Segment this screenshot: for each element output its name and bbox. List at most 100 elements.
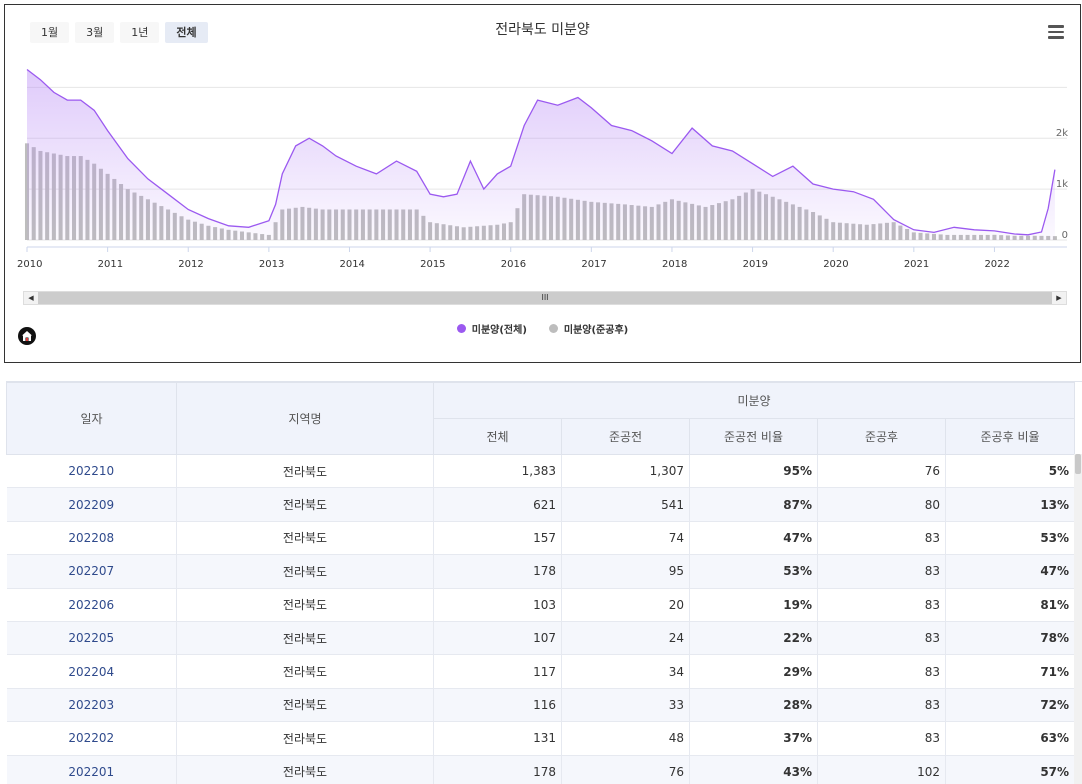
hamburger-menu-icon[interactable] <box>1048 25 1064 39</box>
y-tick-label: 1k <box>1056 179 1068 190</box>
table-vertical-scrollbar[interactable] <box>1074 454 1082 784</box>
cell-before: 1,307 <box>561 454 690 489</box>
y-tick-label: 0 <box>1062 230 1068 241</box>
cell-total: 107 <box>433 621 562 656</box>
cell-before: 76 <box>561 755 690 784</box>
cell-date: 202203 <box>6 688 177 723</box>
table-row[interactable]: 202205 전라북도 107 24 22% 83 78% <box>6 621 1076 656</box>
cell-after: 76 <box>817 454 946 489</box>
table-row[interactable]: 202203 전라북도 116 33 28% 83 72% <box>6 688 1076 723</box>
header-region[interactable]: 지역명 <box>176 382 434 455</box>
cell-before: 20 <box>561 588 690 622</box>
cell-region: 전라북도 <box>176 588 434 622</box>
header-after-ratio[interactable]: 준공후 비율 <box>944 418 1076 455</box>
x-tick-label: 2017 <box>581 259 606 270</box>
cell-date: 202210 <box>6 454 177 489</box>
table-row[interactable]: 202210 전라북도 1,383 1,307 95% 76 5% <box>6 454 1076 489</box>
header-before-ratio[interactable]: 준공전 비율 <box>689 418 818 455</box>
cell-after: 83 <box>817 688 946 723</box>
scrollbar-thumb[interactable]: III <box>38 292 1052 304</box>
legend-dot-total <box>456 324 466 333</box>
cell-date: 202201 <box>6 755 177 784</box>
cell-after: 83 <box>817 554 946 589</box>
range-button-3m[interactable]: 3월 <box>75 22 115 43</box>
range-button-1m[interactable]: 1월 <box>30 22 70 43</box>
range-button-all[interactable]: 전체 <box>165 22 208 43</box>
scroll-right-arrow-icon[interactable]: ▶ <box>1052 292 1066 304</box>
cell-region: 전라북도 <box>176 487 434 522</box>
cell-after: 83 <box>817 621 946 656</box>
cell-after-ratio: 63% <box>945 721 1076 756</box>
cell-total: 621 <box>433 487 562 522</box>
table-row[interactable]: 202207 전라북도 178 95 53% 83 47% <box>6 554 1076 589</box>
cell-after: 83 <box>817 721 946 756</box>
legend-label-after: 미분양(준공후) <box>563 325 629 336</box>
range-button-1y[interactable]: 1년 <box>120 22 160 43</box>
cell-after-ratio: 5% <box>945 454 1076 489</box>
table-row[interactable]: 202202 전라북도 131 48 37% 83 63% <box>6 721 1076 756</box>
cell-total: 178 <box>433 755 562 784</box>
cell-region: 전라북도 <box>176 554 434 589</box>
range-selector: 1월 3월 1년 전체 <box>30 22 208 43</box>
cell-after: 80 <box>817 487 946 522</box>
table-row[interactable]: 202204 전라북도 117 34 29% 83 71% <box>6 654 1076 689</box>
x-tick-label: 2015 <box>420 259 445 270</box>
scroll-grip: III <box>541 293 549 302</box>
cell-before-ratio: 43% <box>689 755 818 784</box>
cell-after-ratio: 78% <box>945 621 1076 656</box>
table-scrollbar-thumb[interactable] <box>1075 454 1081 474</box>
cell-region: 전라북도 <box>176 688 434 723</box>
cell-after-ratio: 47% <box>945 554 1076 589</box>
cell-before-ratio: 87% <box>689 487 818 522</box>
cell-before: 541 <box>561 487 690 522</box>
scroll-left-arrow-icon[interactable]: ◀ <box>24 292 38 304</box>
cell-before-ratio: 53% <box>689 554 818 589</box>
cell-before: 95 <box>561 554 690 589</box>
header-after[interactable]: 준공후 <box>817 418 946 455</box>
cell-before: 24 <box>561 621 690 656</box>
x-tick-label: 2022 <box>984 259 1009 270</box>
legend-item-total[interactable]: 미분양(전체) <box>456 321 527 336</box>
x-tick-label: 2021 <box>904 259 929 270</box>
cell-date: 202207 <box>6 554 177 589</box>
cell-region: 전라북도 <box>176 721 434 756</box>
cell-total: 157 <box>433 521 562 556</box>
x-tick-label: 2010 <box>17 259 42 270</box>
cell-before: 34 <box>561 654 690 689</box>
cell-date: 202204 <box>6 654 177 689</box>
cell-after: 83 <box>817 521 946 556</box>
cell-before: 74 <box>561 521 690 556</box>
y-tick-label: 2k <box>1056 128 1068 139</box>
header-total[interactable]: 전체 <box>433 418 562 455</box>
cell-date: 202205 <box>6 621 177 656</box>
cell-date: 202209 <box>6 487 177 522</box>
legend-item-after[interactable]: 미분양(준공후) <box>548 321 629 336</box>
header-before[interactable]: 준공전 <box>561 418 690 455</box>
x-tick-label: 2011 <box>98 259 123 270</box>
data-table-container: 일자 지역명 미분양 전체 준공전 준공전 비율 준공후 준공후 비율 2022… <box>6 381 1082 784</box>
table-row[interactable]: 202209 전라북도 621 541 87% 80 13% <box>6 487 1076 522</box>
x-tick-label: 2012 <box>178 259 203 270</box>
cell-after-ratio: 71% <box>945 654 1076 689</box>
table-row[interactable]: 202206 전라북도 103 20 19% 83 81% <box>6 588 1076 622</box>
header-date[interactable]: 일자 <box>6 382 177 455</box>
cell-before: 48 <box>561 721 690 756</box>
table-row[interactable]: 202201 전라북도 178 76 43% 102 57% <box>6 755 1076 784</box>
home-logo-icon[interactable] <box>18 327 36 345</box>
chart-navigator-scrollbar[interactable]: ◀ III ▶ <box>23 291 1067 305</box>
header-group-unsold: 미분양 <box>432 382 1076 419</box>
cell-after-ratio: 81% <box>945 588 1076 622</box>
cell-total: 1,383 <box>433 454 562 489</box>
cell-region: 전라북도 <box>176 621 434 656</box>
chart-title: 전라북도 미분양 <box>495 22 590 38</box>
cell-after: 102 <box>817 755 946 784</box>
chart-legend: 미분양(전체) 미분양(준공후) <box>5 321 1080 336</box>
cell-region: 전라북도 <box>176 654 434 689</box>
cell-before-ratio: 29% <box>689 654 818 689</box>
cell-before-ratio: 28% <box>689 688 818 723</box>
table-row[interactable]: 202208 전라북도 157 74 47% 83 53% <box>6 521 1076 556</box>
cell-total: 178 <box>433 554 562 589</box>
total-area-fill <box>27 69 1055 240</box>
cell-after: 83 <box>817 654 946 689</box>
cell-after-ratio: 72% <box>945 688 1076 723</box>
